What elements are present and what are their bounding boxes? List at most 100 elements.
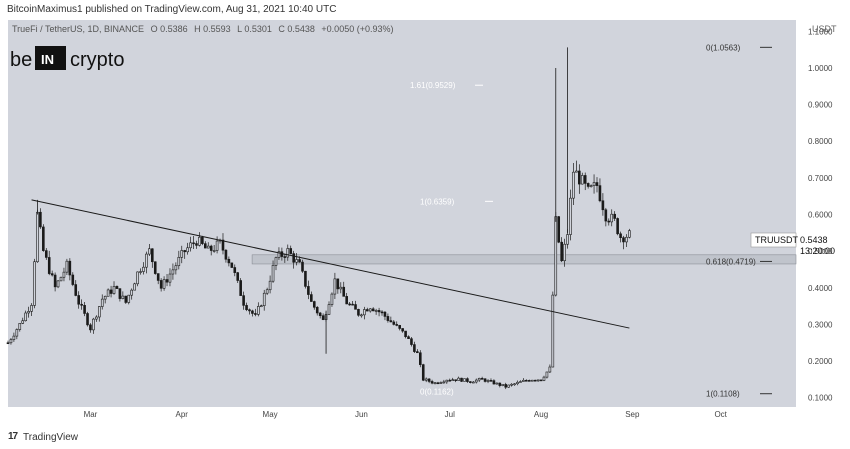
candle-body	[145, 253, 148, 268]
candle-body	[592, 182, 596, 186]
candle-body	[445, 379, 449, 383]
candle-body	[610, 213, 614, 223]
candle-body	[536, 379, 540, 382]
candle-body	[380, 311, 384, 314]
candle-body	[330, 293, 334, 305]
candle-body	[153, 261, 157, 274]
candle-body	[413, 344, 416, 352]
candle-body	[398, 325, 401, 329]
candle-body	[27, 311, 30, 314]
candle-body	[83, 305, 86, 314]
close-value: C 0.5438	[278, 24, 315, 34]
candle-body	[68, 260, 72, 276]
candle-body	[583, 175, 587, 184]
candle-body	[142, 266, 145, 272]
candle-body	[44, 250, 48, 258]
logo-left: be	[10, 49, 32, 71]
candle-body	[224, 249, 228, 260]
candle-body	[124, 295, 128, 303]
candle-body	[604, 209, 608, 222]
y-tick-label: 0.5000	[808, 247, 833, 256]
candle-body	[442, 381, 446, 384]
candle-body	[563, 243, 566, 262]
tradingview-logo-icon: 17	[8, 431, 18, 442]
candle-body	[86, 313, 89, 326]
candle-body	[97, 306, 101, 318]
candle-body	[327, 304, 331, 315]
candle-body	[151, 248, 154, 263]
plot-background	[8, 20, 796, 407]
last-price-label: 0.5438	[800, 235, 828, 245]
candle-body	[395, 324, 399, 326]
descending-trendline	[31, 199, 630, 329]
candle-body	[33, 261, 36, 306]
candle-body	[410, 338, 413, 345]
candle-body	[539, 379, 543, 382]
chart-area[interactable]: USDT 0(1.0563) 1.61(0.9529) 1(0.6359) 0.618…	[0, 20, 850, 420]
candle-body	[162, 279, 166, 289]
candle-body	[95, 316, 98, 320]
candle-body	[613, 213, 616, 219]
candlestick-chart[interactable]: USDT 0(1.0563) 1.61(0.9529) 1(0.6359) 0.618…	[0, 20, 850, 420]
candle-body	[368, 308, 372, 312]
candle-body	[522, 379, 525, 382]
logo-middle: IN	[41, 52, 54, 67]
candle-body	[560, 241, 563, 262]
candle-body	[89, 324, 92, 331]
low-value: L 0.5301	[237, 24, 272, 34]
candle-body	[195, 243, 198, 246]
fib-levels-group: 0(1.0563) 1.61(0.9529) 1(0.6359) 0.618(0.47…	[410, 43, 772, 399]
candle-body	[180, 250, 184, 258]
candle-body	[519, 381, 522, 383]
candle-body	[371, 308, 375, 312]
candle-body	[404, 330, 407, 337]
candle-body	[24, 312, 27, 322]
publisher-bar: BitcoinMaximus1 published on TradingView…	[0, 0, 850, 20]
candle-body	[168, 273, 172, 283]
candle-body	[436, 382, 440, 385]
high-value: H 0.5593	[194, 24, 231, 34]
time-axis[interactable]	[0, 407, 850, 420]
candle-body	[545, 371, 549, 378]
candle-body	[572, 171, 575, 199]
candle-body	[112, 286, 116, 294]
published-text: BitcoinMaximus1 published on TradingView…	[7, 4, 337, 15]
candle-body	[480, 378, 484, 380]
candle-body	[374, 310, 378, 312]
candle-body	[204, 243, 207, 249]
candle-body	[245, 305, 248, 311]
candle-body	[578, 170, 581, 185]
y-tick-label: 0.7000	[808, 174, 833, 183]
countdown-label: 13:20:00	[800, 246, 835, 256]
candle-body	[156, 273, 160, 281]
candle-body	[424, 378, 428, 381]
candle-body	[289, 248, 293, 254]
x-tick-label: May	[263, 410, 278, 419]
candle-body	[251, 310, 254, 314]
candle-body	[59, 276, 63, 282]
candle-body	[201, 236, 204, 244]
candle-body	[336, 278, 340, 290]
fib-level-label: 0(1.0563)	[706, 43, 741, 52]
candles-group	[6, 47, 631, 390]
x-tick-label: Oct	[714, 410, 727, 419]
candle-body	[401, 328, 404, 332]
fib-level-label: 0.618(0.4719)	[706, 257, 756, 266]
candle-body	[477, 378, 481, 381]
beincrypto-logo: be IN crypto	[10, 46, 124, 71]
candle-body	[607, 220, 611, 223]
candle-body	[386, 316, 390, 321]
candle-body	[548, 366, 552, 373]
candle-body	[50, 273, 54, 276]
change-value: +0.0050 (+0.93%)	[321, 24, 393, 34]
candle-body	[39, 211, 42, 228]
candle-body	[304, 270, 307, 287]
candle-body	[451, 379, 454, 381]
candle-body	[427, 378, 431, 382]
candle-body	[416, 351, 419, 354]
candle-body	[212, 250, 216, 252]
price-axis[interactable]	[796, 20, 850, 420]
candle-body	[109, 289, 113, 294]
candle-body	[292, 253, 295, 263]
candle-body	[286, 248, 290, 258]
